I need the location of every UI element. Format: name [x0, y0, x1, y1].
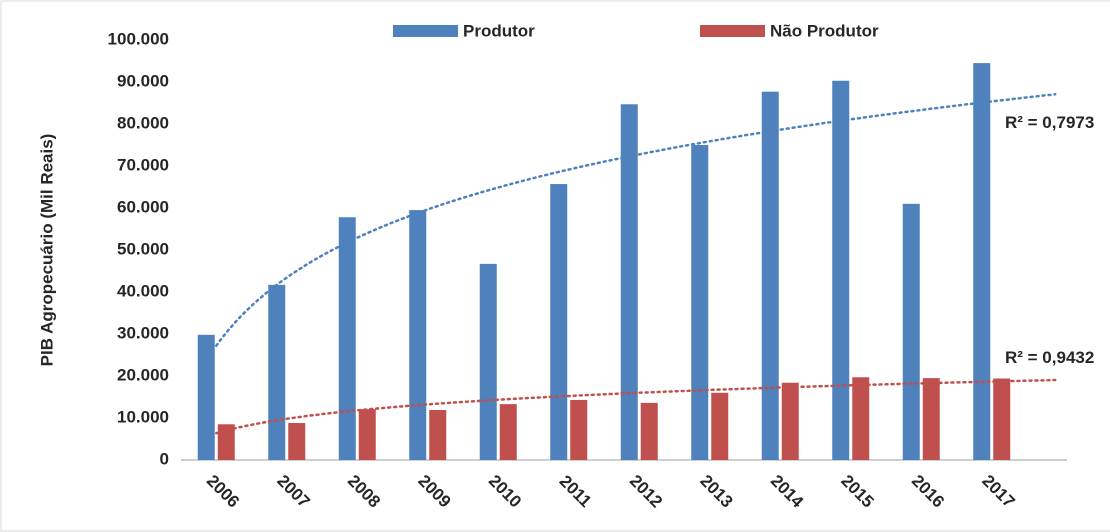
- y-tick-label: 20.000: [117, 365, 169, 384]
- bar: [620, 104, 638, 460]
- bar: [902, 203, 920, 461]
- bar: [197, 334, 215, 460]
- trendline-label: R² = 0,9432: [1005, 348, 1094, 367]
- bar: [217, 424, 235, 460]
- y-tick-label: 60.000: [117, 197, 169, 216]
- bar: [550, 184, 568, 460]
- bar: [711, 392, 729, 460]
- bar: [338, 217, 356, 460]
- bar: [429, 410, 447, 460]
- y-tick-label: 40.000: [117, 281, 169, 300]
- y-axis-label: PIB Agropecuário (Mil Reais): [37, 134, 56, 367]
- legend-label: Não Produtor: [770, 21, 879, 40]
- legend-label: Produtor: [463, 21, 535, 40]
- bar: [288, 423, 306, 460]
- bar: [479, 263, 497, 460]
- y-tick-label: 0: [160, 449, 169, 468]
- bar: [993, 378, 1011, 460]
- legend-swatch: [700, 25, 765, 37]
- bar: [852, 377, 870, 460]
- bar: [781, 382, 799, 460]
- bar: [973, 63, 991, 460]
- trendline: [215, 378, 1057, 435]
- y-tick-label: 100.000: [108, 29, 169, 48]
- y-tick-label: 80.000: [117, 113, 169, 132]
- y-tick-label: 70.000: [117, 155, 169, 174]
- y-tick-label: 10.000: [117, 407, 169, 426]
- bar: [640, 402, 658, 460]
- bar: [570, 399, 588, 460]
- bar: [691, 145, 709, 460]
- y-tick-label: 50.000: [117, 239, 169, 258]
- bar: [832, 80, 850, 461]
- y-tick-label: 30.000: [117, 323, 169, 342]
- bar: [761, 91, 779, 460]
- y-tick-label: 90.000: [117, 71, 169, 90]
- bar: [499, 404, 517, 460]
- trendline-label: R² = 0,7973: [1005, 113, 1094, 132]
- trendline: [215, 93, 1057, 347]
- bar: [922, 378, 940, 460]
- bar: [409, 210, 427, 460]
- bar: [358, 409, 376, 460]
- legend-swatch: [393, 25, 458, 37]
- bar: [268, 284, 286, 460]
